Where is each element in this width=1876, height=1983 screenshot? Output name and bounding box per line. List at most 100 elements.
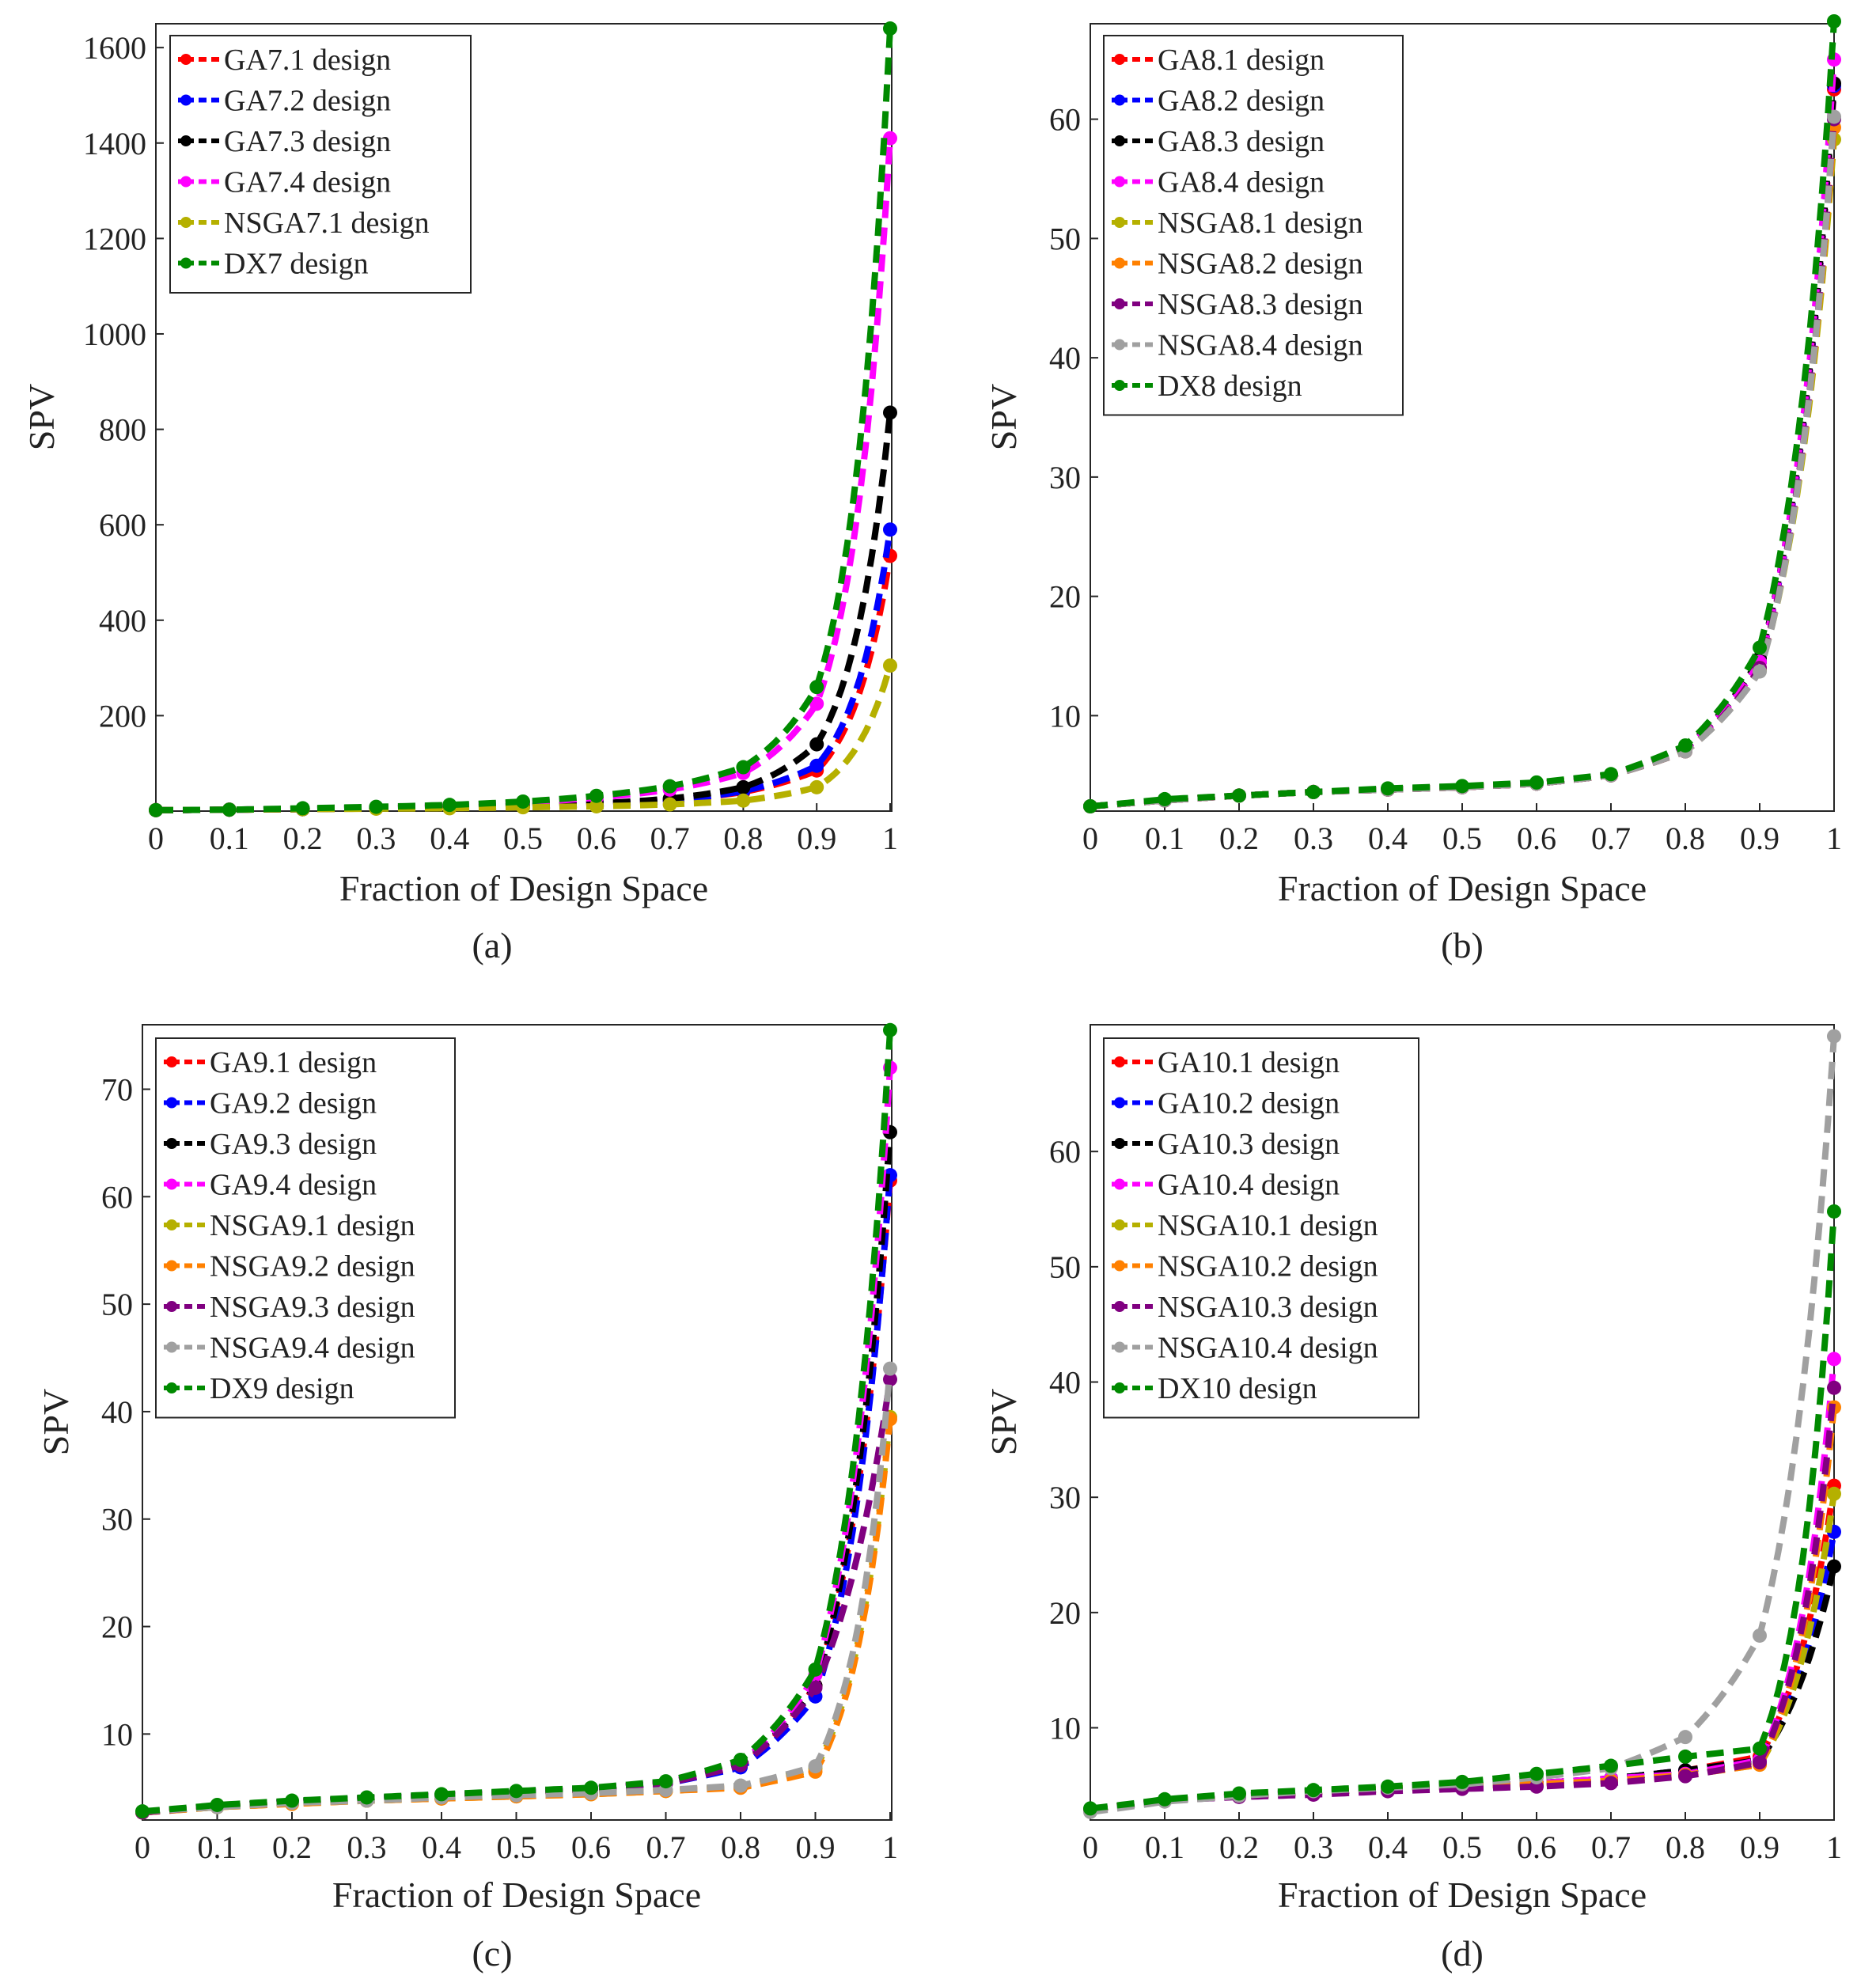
panel-c-legend-entry: GA9.4 design <box>210 1169 377 1202</box>
panel-d-legend-marker <box>1114 1260 1125 1272</box>
panel-d-x-label: Fraction of Design Space <box>1278 1875 1647 1915</box>
panel-a-x-tick-label: 1 <box>882 821 898 856</box>
panel-a-x-tick-label: 0.8 <box>723 821 763 856</box>
panel-c-legend-marker <box>166 1138 177 1149</box>
panel-c-y-ticks: 10 20 30 40 50 60 70 <box>101 1071 150 1752</box>
panel-d-legend-marker <box>1114 1341 1125 1353</box>
panel-b-legend-marker <box>1114 135 1125 146</box>
panel-a-x-tick-label: 0.9 <box>797 821 836 856</box>
panel-a-series-2-point <box>883 522 897 537</box>
panel-b-x-label: Fraction of Design Space <box>1278 868 1647 908</box>
panel-c-x-ticks: 0 0.1 0.2 0.3 0.4 0.5 0.6 0.7 0.8 0.9 1 <box>135 1812 898 1865</box>
panel-a-series <box>149 21 897 817</box>
panel-c-legend-entry: GA9.1 design <box>210 1046 377 1079</box>
panel-d-legend-marker <box>1114 1382 1125 1393</box>
panel-a-legend-box <box>169 35 472 294</box>
panel-b-series-8-point <box>1753 664 1767 679</box>
panel-c-y-tick-label: 20 <box>101 1610 133 1645</box>
panel-d-legend-marker <box>1114 1138 1125 1149</box>
panel-a-legend-marker <box>180 135 191 146</box>
panel-d-y-tick-label: 50 <box>1049 1249 1081 1285</box>
panel-a-x-ticks: 0 0.1 0.2 0.3 0.4 0.5 0.6 0.7 0.8 0.9 1 <box>148 803 898 856</box>
panel-b-legend-marker <box>1114 54 1125 65</box>
panel-c-x-tick-label: 0.5 <box>497 1829 536 1865</box>
panel-b-legend-entry: GA8.1 design <box>1158 44 1325 77</box>
panel-a-x-tick-label: 0.5 <box>503 821 543 856</box>
panel-c-x-label: Fraction of Design Space <box>332 1875 701 1915</box>
panel-d-x-tick-label: 0.9 <box>1740 1829 1779 1865</box>
panel-b-x-tick-label: 1 <box>1826 821 1842 856</box>
panel-a-series-3-point <box>736 779 751 794</box>
panel-b-series <box>1083 13 1841 813</box>
panel-c-legend-marker <box>166 1178 177 1190</box>
panel-c-y-tick-label: 70 <box>101 1071 133 1107</box>
panel-c-x-tick-label: 0.3 <box>347 1829 387 1865</box>
panel-d-legend-entry: GA10.4 design <box>1158 1169 1340 1202</box>
panel-b-series-9-point <box>1529 775 1544 790</box>
panel-c-legend: GA9.1 design GA9.2 design GA9.3 design GA9.… <box>155 1037 456 1419</box>
panel-c-series-7-point <box>808 1680 823 1695</box>
panel-b-legend-entry: DX8 design <box>1158 370 1302 403</box>
panel-b-x-tick-label: 0.1 <box>1145 821 1184 856</box>
panel-b-x-ticks: 0 0.1 0.2 0.3 0.4 0.5 0.6 0.7 0.8 0.9 1 <box>1082 803 1842 856</box>
panel-c-series-9-point <box>658 1774 673 1789</box>
panel-d-legend-marker <box>1114 1301 1125 1312</box>
panel-d-series-line-4 <box>1090 1359 1837 1813</box>
panel-d-series-9-point <box>1753 1741 1767 1756</box>
panel-d-legend-entry: NSGA10.1 design <box>1158 1209 1378 1242</box>
panel-c-legend-marker <box>166 1056 177 1067</box>
panel-d-x-ticks: 0 0.1 0.2 0.3 0.4 0.5 0.6 0.7 0.8 0.9 1 <box>1082 1812 1842 1865</box>
panel-d-x-tick-label: 0.1 <box>1145 1829 1184 1865</box>
panel-b-legend-entry: NSGA8.1 design <box>1158 207 1363 240</box>
panel-b-y-tick-label: 10 <box>1049 698 1081 734</box>
panel-c-y-label: SPV <box>36 1389 76 1455</box>
panel-d-legend-entry: GA10.3 design <box>1158 1128 1340 1161</box>
panel-d-legend: GA10.1 design GA10.2 design GA10.3 design G… <box>1103 1037 1419 1419</box>
panel-a-series-6-point <box>442 798 457 813</box>
panel-c-series-9-point <box>509 1784 524 1799</box>
panel-c-legend-box <box>155 1037 456 1419</box>
panel-d-legend-marker <box>1114 1219 1125 1230</box>
panel-a-series-6-point <box>589 788 604 803</box>
panel-c-series-line-9 <box>142 1029 893 1815</box>
panel-c-series-line-7 <box>142 1378 893 1816</box>
panel-d-x-tick-label: 0.4 <box>1368 1829 1408 1865</box>
panel-a-x-tick-label: 0.6 <box>577 821 616 856</box>
panel-a-x-tick-label: 0.2 <box>283 821 323 856</box>
panel-a-series-3-point <box>883 405 897 420</box>
panel-b-y-tick-label: 60 <box>1049 102 1081 138</box>
panel-b-y-ticks: 10 20 30 40 50 60 <box>1049 102 1098 734</box>
panel-c-series-line-6 <box>142 1418 893 1816</box>
panel-a-y-tick-label: 200 <box>99 698 146 734</box>
panel-c-legend-entry: NSGA9.2 design <box>210 1250 415 1283</box>
panel-b-x-tick-label: 0.9 <box>1740 821 1779 856</box>
panel-b-legend-marker <box>1114 380 1125 391</box>
panel-c-series-9-point <box>883 1022 897 1037</box>
panel-d-series-3-point <box>1827 1559 1841 1574</box>
panel-a-x-label: Fraction of Design Space <box>339 868 708 908</box>
panel-d-series-9-point <box>1158 1792 1172 1807</box>
panel-c-legend-marker <box>166 1219 177 1230</box>
panel-a-x-tick-label: 0.1 <box>210 821 249 856</box>
panel-a-x-tick-label: 0.3 <box>356 821 396 856</box>
panel-d-y-label: SPV <box>983 1389 1024 1455</box>
panel-c-series-9-point <box>434 1787 449 1802</box>
panel-d-legend-marker <box>1114 1097 1125 1109</box>
panel-c-y-tick-label: 10 <box>101 1716 133 1752</box>
panel-a-y-tick-label: 1200 <box>83 221 146 256</box>
panel-b-series-9-point <box>1753 640 1767 655</box>
panel-d: 0 0.1 0.2 0.3 0.4 0.5 0.6 0.7 0.8 0.9 1 10 20 30 40 50… <box>983 1024 1842 1974</box>
panel-b-series-9-point <box>1083 798 1097 813</box>
panel-c-legend-entry: NSGA9.4 design <box>210 1332 415 1365</box>
panel-c-y-tick-label: 40 <box>101 1394 133 1430</box>
panel-c-series-7-point <box>883 1372 897 1387</box>
panel-d-series-5-point <box>1827 1486 1841 1501</box>
panel-a-series-5-point <box>589 798 604 813</box>
panel-a-y-tick-label: 1000 <box>83 317 146 352</box>
panel-c-y-tick-label: 30 <box>101 1502 133 1537</box>
panel-c-legend-marker <box>166 1341 177 1353</box>
panel-d-series-9-point <box>1529 1766 1544 1781</box>
panel-d-x-tick-label: 0.3 <box>1294 1829 1333 1865</box>
panel-b-series-9-point <box>1827 13 1841 28</box>
